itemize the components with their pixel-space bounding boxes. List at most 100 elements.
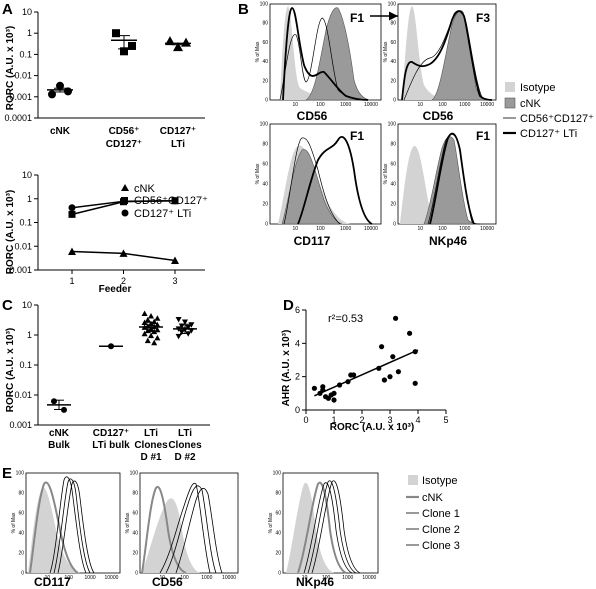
data-point [407,330,413,336]
hist-y-tick-label: 40 [262,59,268,65]
hist-y-tick-label: 40 [390,182,396,188]
hist-cd56cd127 [279,17,366,101]
panel-b-label: B [238,1,249,18]
hist-y-tick-label: 0 [278,571,281,577]
data-point [112,29,120,38]
hist-y-tick-label: 100 [273,471,282,477]
legend-label-lti: CD127⁺ LTi [134,208,191,220]
data-point [144,337,151,344]
panel-d: D 0 1 2 3 4 5 0 2 4 6 AHR (A.U. x 10³) RORC (A.U.… [281,297,449,433]
hist-x-tick-label: 10 [417,102,423,108]
legend-label-cd56cd127: CD56⁺CD127⁺ [520,113,594,125]
hist-x-tick-label: 10000 [105,575,119,581]
y-tick-label: 6 [295,305,300,315]
hist-gate-label: F3 [476,11,490,25]
hist-isotype [280,6,350,100]
panel-c-cat-clones2: LTi Clones D #2 [168,428,202,463]
data-point [51,398,57,405]
x-tick-label: 1 [331,415,336,425]
hist-y-tick-label: 20 [275,551,281,557]
hist-xlabel: NKp46 [429,234,467,248]
y-tick-label: 10 [22,7,32,17]
panel-d-ylabel: AHR (A.U. x 10³) [281,330,292,407]
panel-e: E CD117 CD56 [2,465,460,589]
hist-y-tick-label: 100 [16,471,25,477]
panel-b-hist-2: F3 CD56 [397,3,497,123]
hist-x-tick-label: 100 [316,102,325,108]
hist-y-tick-label: 0 [393,222,396,228]
legend-label-isotype: Isotype [422,475,457,487]
hist-clone1 [49,476,87,574]
hist-x-tick-label: 10 [292,226,298,232]
hist-y-tick-label: 0 [393,98,396,104]
panel-a-lower-ylabel: RORC (A.U. x 10³) [5,190,16,274]
panel-e-hist-1: CD117 [25,472,121,589]
panel-c: C 0.001 0.01 0.1 1 10 RORC (A.U. x 10³) cNK B… [2,297,210,463]
regression-line [314,349,419,397]
hist-x-tick-label: 10000 [222,575,236,581]
hist-y-tick-label: 0 [265,98,268,104]
y-tick-label: 4 [295,338,300,348]
panel-a-lower-xlabel: Feeder [99,284,132,295]
panel-d-label: D [283,297,294,314]
hist-ylabel: % of Max [383,41,389,62]
panel-a-cat-cd56: CD56⁺ CD127⁺ [106,126,142,150]
data-point [185,324,192,331]
panel-d-xlabel: RORC (A.U. x 10³) [330,422,414,433]
hist-xlabel: CD56 [297,109,328,123]
y-tick-label: 1 [27,28,32,38]
data-point [119,249,128,257]
panel-a-lower-legend: cNK CD56⁺CD127⁺ CD127⁺ LTi [121,183,208,220]
panel-d-plot: 0 1 2 3 4 5 0 2 4 6 [295,305,449,425]
hist-y-tick-label: 40 [390,59,396,65]
y-tick-label: 0.001 [9,92,32,102]
x-tick-label: 2 [359,415,364,425]
hist-cnk [297,481,347,574]
y-tick-label: 0.1 [19,218,32,228]
hist-cnk [423,136,481,225]
hist-x-tick-label: 10 [302,575,308,581]
data-point [171,256,179,265]
data-point [171,197,179,205]
data-point [144,316,151,323]
y-tick-label: 10 [22,170,32,180]
panel-e-hist-2: CD56 [139,472,239,589]
hist-x-tick-label: 100 [322,575,331,581]
x-tick-label: 2 [121,276,126,286]
hist-y-tick-label: 80 [18,491,24,497]
hist-ylabel: % of Max [268,512,274,533]
hist-xlabel: NKp46 [296,575,334,589]
hist-y-tick-label: 60 [132,511,138,517]
legend-label-lti: CD127⁺ LTi [520,128,577,140]
legend-label-clone1: Clone 1 [422,508,460,520]
x-tick-label: 1 [69,276,74,286]
hist-cnk [141,485,187,574]
hist-y-tick-label: 80 [132,491,138,497]
hist-ylabel: % of Max [255,41,261,62]
hist-y-tick-label: 40 [275,531,281,537]
hist-ylabel: % of Max [125,512,131,533]
y-tick-label: 0.001 [9,265,32,275]
hist-gate-label: F1 [350,11,364,25]
hist-x-tick-label: 1000 [342,575,353,581]
data-point [148,332,154,339]
data-point [181,37,191,47]
hist-y-tick-label: 20 [18,551,24,557]
hist-clone1 [159,482,211,574]
y-tick-label: 0.0001 [4,113,32,123]
legend-label-cnk: cNK [422,492,443,504]
hist-xlabel: CD56 [423,109,454,123]
panel-b-hist-3: F1 CD117 [269,123,382,248]
hist-y-tick-label: 80 [262,142,268,148]
panel-c-ylabel: RORC (A.U. x 10³) [5,328,16,412]
data-point [390,354,396,360]
hist-xlabel: CD117 [34,575,71,589]
data-point [154,315,161,321]
hist-y-tick-label: 80 [390,142,396,148]
panel-d-annotation: r²=0.53 [328,313,363,325]
panel-c-cat-clones1: LTi Clones D #1 [134,428,168,463]
hist-y-tick-label: 20 [390,202,396,208]
y-tick-label: 0.1 [19,49,32,59]
hist-lti [401,10,493,101]
